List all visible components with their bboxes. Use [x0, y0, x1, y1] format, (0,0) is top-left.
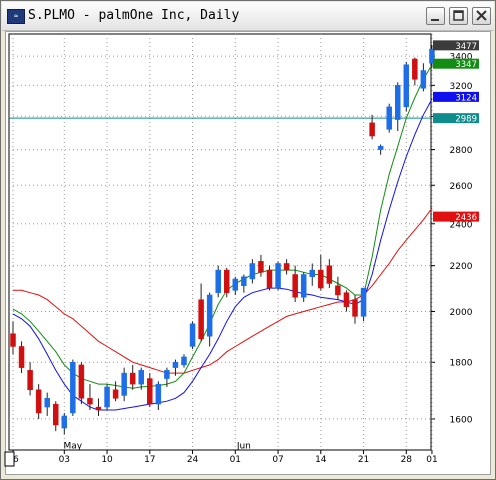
- candle-up: [377, 145, 384, 150]
- x-tick-label: 21: [358, 455, 369, 465]
- price-label: 3124: [455, 93, 477, 103]
- price-label: 3347: [455, 60, 477, 70]
- candle-up: [241, 276, 247, 287]
- candle-down: [412, 58, 418, 80]
- scroll-start-marker: [4, 451, 15, 467]
- close-icon: [476, 10, 487, 21]
- price-label: 2436: [455, 213, 477, 223]
- candle-down: [292, 274, 298, 298]
- candle-up: [232, 278, 239, 291]
- y-tick-label: 1600: [450, 415, 473, 425]
- candle-down: [53, 403, 59, 426]
- candle-down: [266, 269, 273, 289]
- price-label: 2989: [455, 115, 477, 125]
- candle-up: [138, 370, 144, 385]
- candle-up: [309, 269, 315, 277]
- title-bar[interactable]: ≈ S.PLMO - palmOne Inc, Daily: [2, 2, 494, 31]
- candle-up: [420, 70, 427, 89]
- x-tick-label: 14: [315, 455, 327, 465]
- candle-down: [352, 299, 358, 317]
- candle-down: [35, 389, 42, 414]
- candle-down: [318, 269, 324, 289]
- window-title: S.PLMO - palmOne Inc, Daily: [28, 8, 240, 23]
- candle-down: [343, 292, 350, 307]
- candle-down: [10, 333, 16, 347]
- candle-up: [189, 323, 196, 347]
- candle-up: [121, 372, 127, 396]
- candle-up: [403, 64, 410, 108]
- x-tick-label: 01: [230, 455, 241, 465]
- candle-up: [181, 356, 187, 366]
- maximize-button[interactable]: [449, 7, 468, 25]
- month-label: Jun: [236, 442, 251, 452]
- minimize-button[interactable]: [426, 7, 445, 25]
- candle-down: [369, 122, 375, 137]
- price-label-box: [433, 211, 479, 222]
- candle-down: [27, 370, 33, 391]
- price-label-box: [433, 113, 479, 124]
- x-tick-label: 17: [144, 455, 155, 465]
- candle-down: [224, 269, 230, 293]
- candle-up: [275, 263, 281, 289]
- x-tick-label: 01: [426, 455, 437, 465]
- month-label: May: [64, 442, 83, 452]
- app-icon[interactable]: ≈: [7, 9, 25, 24]
- minimize-icon: [431, 19, 439, 21]
- candle-down: [147, 378, 153, 405]
- candle-up: [155, 383, 162, 405]
- price-label: 3477: [455, 42, 477, 52]
- candle-down: [283, 263, 290, 271]
- candle-up: [70, 361, 76, 414]
- x-tick-label: 03: [59, 455, 70, 465]
- candle-down: [198, 299, 204, 340]
- x-tick-label: 24: [187, 455, 199, 465]
- y-tick-label: 3200: [450, 82, 473, 92]
- price-chart[interactable]: 1600180020002200240026002800300032003400…: [4, 30, 490, 474]
- candle-down: [326, 265, 333, 284]
- candle-down: [129, 372, 136, 385]
- maximize-icon: [453, 10, 464, 21]
- candle-up: [429, 48, 435, 64]
- candle-up: [61, 415, 68, 429]
- price-label-box: [433, 91, 479, 102]
- y-tick-label: 3400: [450, 53, 473, 63]
- candle-up: [215, 269, 221, 293]
- y-tick-label: 2000: [450, 308, 473, 318]
- y-tick-label: 1800: [450, 359, 473, 369]
- price-label-box: [433, 58, 479, 69]
- y-tick-label: 2400: [450, 220, 473, 230]
- candle-up: [300, 274, 307, 298]
- candle-down: [112, 389, 119, 399]
- y-tick-label: 2600: [450, 182, 473, 192]
- x-tick-label: 07: [272, 455, 283, 465]
- x-tick-label: 28: [401, 455, 413, 465]
- candle-up: [172, 361, 179, 368]
- candle-up: [164, 370, 170, 379]
- candle-up: [249, 263, 256, 280]
- y-tick-label: 2200: [450, 262, 473, 272]
- candle-up: [206, 294, 213, 337]
- candle-down: [87, 398, 93, 405]
- close-button[interactable]: [472, 7, 491, 25]
- candle-up: [104, 386, 110, 408]
- candle-up: [386, 106, 392, 130]
- x-tick-label: 10: [101, 455, 113, 465]
- candle-down: [258, 261, 264, 273]
- candle-down: [95, 406, 102, 411]
- y-tick-label: 2800: [450, 146, 473, 156]
- candle-down: [78, 364, 85, 399]
- candle-down: [335, 285, 341, 296]
- candle-down: [18, 346, 25, 368]
- candle-up: [395, 85, 401, 120]
- price-label-box: [433, 40, 479, 51]
- candle-up: [44, 398, 50, 408]
- candle-up: [360, 287, 367, 317]
